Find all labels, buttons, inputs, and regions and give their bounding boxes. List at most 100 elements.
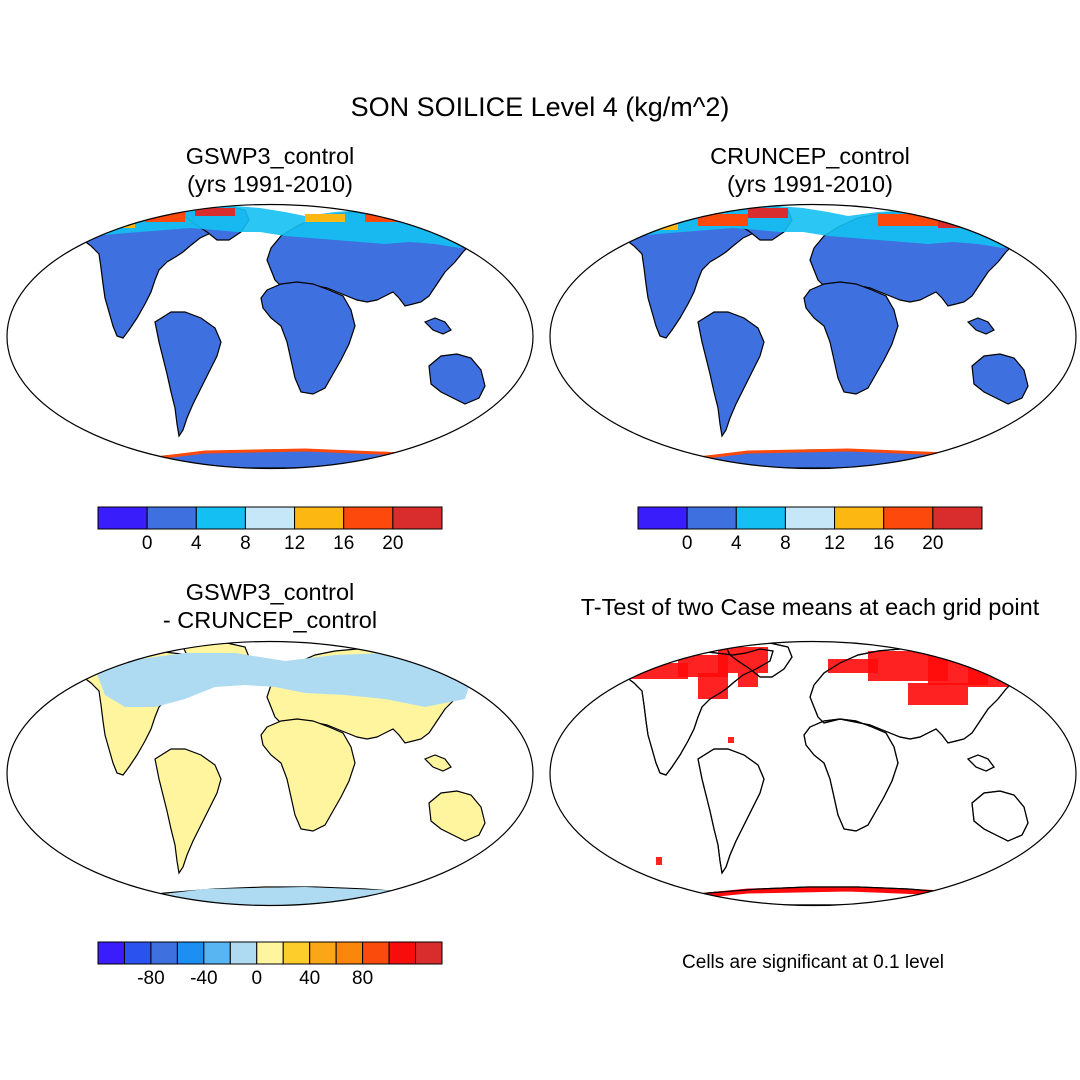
warm-cell-cluster bbox=[878, 214, 938, 226]
significant-cell-cluster bbox=[678, 655, 728, 677]
panel-2-title-line2: (yrs 1991-2010) bbox=[727, 171, 893, 197]
colorbar-tick-label: 0 bbox=[682, 533, 693, 554]
colorbar-box bbox=[388, 941, 417, 965]
map-panel-ttest bbox=[549, 640, 1077, 907]
map-content bbox=[76, 205, 486, 469]
landmass-south-america bbox=[697, 748, 765, 875]
coastline-indonesia bbox=[966, 754, 995, 772]
colorbar-box bbox=[932, 506, 983, 530]
map-frame bbox=[549, 203, 1077, 470]
landmass-indonesia bbox=[423, 317, 452, 335]
colorbar-tick-label: 0 bbox=[142, 533, 153, 554]
map-content bbox=[619, 642, 1029, 906]
colorbar-tick-label: 12 bbox=[824, 533, 845, 554]
landmass-australia bbox=[428, 353, 486, 405]
colorbar-tick-label: 16 bbox=[333, 533, 354, 554]
colorbar-tick-label: 20 bbox=[382, 533, 403, 554]
colorbar-tick-label: 40 bbox=[299, 968, 320, 989]
warm-cell-cluster bbox=[698, 214, 748, 226]
colorbar-box bbox=[97, 506, 148, 530]
high-latitude-band bbox=[95, 653, 475, 905]
colorbar-box bbox=[229, 941, 258, 965]
colorbar-box bbox=[335, 941, 364, 965]
colorbar-tick-label: 8 bbox=[240, 533, 251, 554]
colorbar-box bbox=[195, 506, 246, 530]
colorbar-box bbox=[309, 941, 337, 965]
panel-4-title-line1: T-Test of two Case means at each grid po… bbox=[580, 594, 1040, 620]
significant-cell-cluster bbox=[698, 673, 728, 699]
landmass-africa bbox=[803, 281, 899, 395]
colorbar-tick-label: -80 bbox=[137, 968, 164, 989]
figure-title: SON SOILICE Level 4 (kg/m^2) bbox=[350, 92, 730, 122]
colorbar-box bbox=[150, 941, 178, 965]
significant-cells bbox=[628, 647, 1008, 902]
panel-2-title: CRUNCEP_control (yrs 1991-2010) bbox=[640, 142, 980, 198]
panel-1-title-line1: GSWP3_control bbox=[185, 143, 355, 169]
map-frame bbox=[6, 640, 534, 907]
colorbar-box bbox=[146, 506, 197, 530]
colorbar-box bbox=[244, 506, 296, 530]
colorbar-box bbox=[834, 506, 885, 530]
significant-cell-cluster bbox=[718, 647, 768, 673]
warm-cell-cluster bbox=[988, 220, 1013, 230]
coastline-south-america bbox=[697, 748, 765, 875]
colorbar-tick-label: 16 bbox=[873, 533, 894, 554]
panel-1-title: GSWP3_control (yrs 1991-2010) bbox=[100, 142, 440, 198]
landmass-south-america bbox=[154, 311, 222, 438]
map-panel-gswp3 bbox=[6, 203, 534, 470]
colorbar-box bbox=[282, 941, 311, 965]
colorbar-box bbox=[294, 506, 345, 530]
landmass-south-america bbox=[154, 748, 222, 875]
landmass-africa bbox=[803, 718, 899, 832]
coastline-africa bbox=[803, 718, 899, 832]
warm-cell-cluster bbox=[435, 216, 465, 226]
colorbar-tick-label: 80 bbox=[352, 968, 373, 989]
warm-cell-cluster bbox=[305, 214, 345, 222]
colorbar-box bbox=[392, 506, 443, 530]
map-content bbox=[619, 205, 1029, 469]
significant-cell-cluster bbox=[968, 667, 1008, 687]
colorbar-tick-label: -40 bbox=[190, 968, 217, 989]
colorbar-box bbox=[637, 506, 688, 530]
colorbar-box bbox=[203, 941, 231, 965]
landmass-indonesia bbox=[966, 317, 995, 335]
coastline-australia bbox=[971, 790, 1029, 842]
colorbar-tick-label: 8 bbox=[780, 533, 791, 554]
colorbar-box bbox=[123, 941, 152, 965]
colorbar-box bbox=[735, 506, 786, 530]
warm-cell-cluster bbox=[145, 212, 185, 222]
colorbar-tick-label: 20 bbox=[922, 533, 943, 554]
map-panel-cruncep bbox=[549, 203, 1077, 470]
panel-2-title-line1: CRUNCEP_control bbox=[710, 143, 910, 169]
warm-cell-cluster bbox=[748, 208, 788, 218]
colorbar-box bbox=[97, 941, 125, 965]
antarctic-significant-rim bbox=[665, 886, 999, 902]
colorbar-tick-label: 4 bbox=[191, 533, 202, 554]
colorbar-box bbox=[415, 941, 443, 965]
colorbar-cruncep: 0 4 8 12 16 20 bbox=[637, 506, 983, 554]
colorbar-box bbox=[686, 506, 737, 530]
significant-cell-cluster bbox=[738, 673, 758, 687]
map-frame bbox=[549, 640, 1077, 907]
landmass-australia bbox=[428, 790, 486, 842]
significant-cell-cluster bbox=[656, 857, 662, 865]
light-blue-region bbox=[95, 653, 475, 707]
landmass-australia bbox=[971, 353, 1029, 405]
colorbar-box bbox=[362, 941, 390, 965]
panel-3-title-line2: - CRUNCEP_control bbox=[162, 607, 378, 633]
map-content bbox=[76, 642, 486, 906]
colorbar-tick-label: 12 bbox=[284, 533, 305, 554]
colorbar-box bbox=[176, 941, 205, 965]
colorbar-box bbox=[883, 506, 934, 530]
map-panel-difference bbox=[6, 640, 534, 907]
warm-cell-cluster bbox=[105, 218, 135, 228]
colorbar-gswp3: 0 4 8 12 16 20 bbox=[97, 506, 443, 554]
colorbar-box bbox=[784, 506, 836, 530]
significant-cell-cluster bbox=[908, 683, 968, 705]
map-frame bbox=[6, 203, 534, 470]
colorbar-box bbox=[256, 941, 284, 965]
landmass-australia bbox=[971, 790, 1029, 842]
colorbar-box bbox=[343, 506, 394, 530]
panel-3-title: GSWP3_control - CRUNCEP_control bbox=[100, 578, 440, 634]
colorbar-tick-label: 4 bbox=[731, 533, 742, 554]
